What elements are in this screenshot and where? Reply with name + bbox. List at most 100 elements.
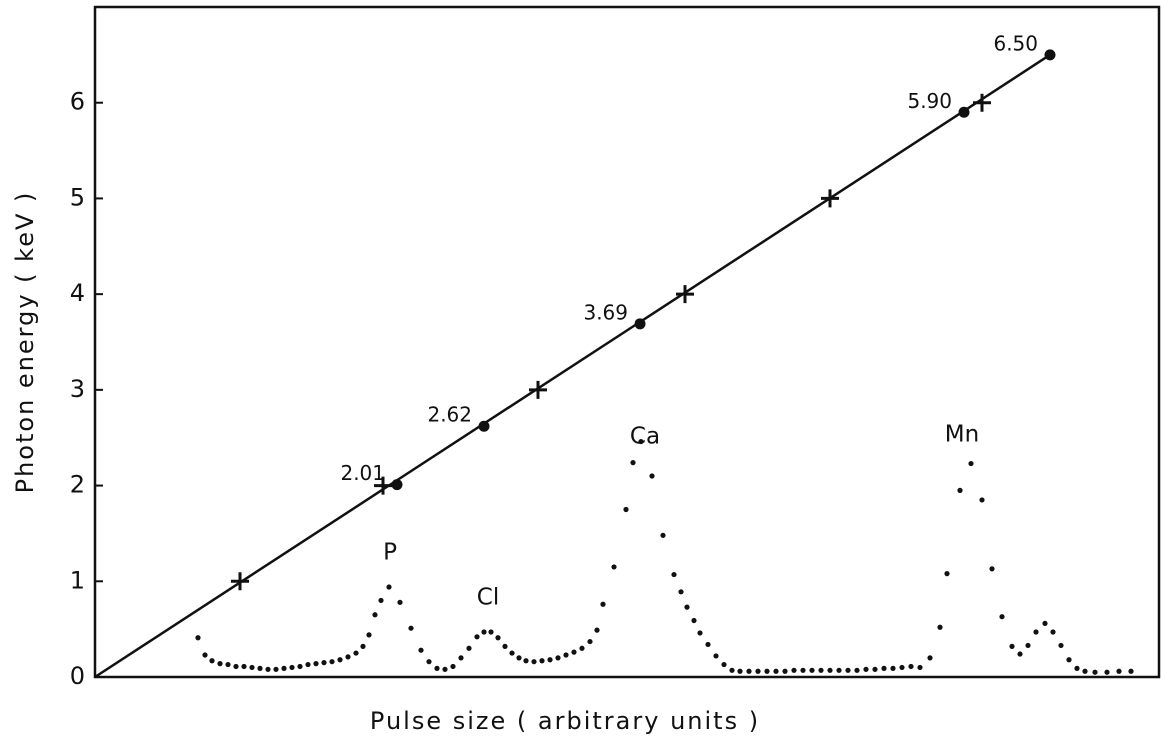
spectrum-point [957,487,963,493]
spectrum-point [968,460,974,467]
spectrum-point [337,657,343,663]
calibration-cross [821,189,839,208]
calibration-cross [231,572,249,591]
spectrum-point [678,589,684,595]
point-label: 3.69 [583,300,628,324]
calibration-point [1044,49,1056,61]
spectrum-point [937,624,943,630]
spectrum-point [611,564,617,570]
spectrum-point [791,667,797,673]
peak-label: Mn [945,422,979,448]
spectrum-point [917,664,923,671]
calibration-point [478,420,490,432]
spectrum-point [729,667,735,673]
spectrum-point [397,599,403,605]
point-label: 6.50 [993,31,1038,55]
spectrum-point [329,659,335,665]
spectrum-point [713,653,719,659]
spectrum-point [313,661,319,667]
spectrum-point [697,630,703,636]
point-label: 5.90 [907,89,952,113]
spectrum-point [289,664,295,671]
spectrum-point [927,655,933,661]
spectrum-point [474,634,480,640]
spectrum-point [555,655,561,661]
spectrum-point [782,668,788,674]
spectrum-point [600,601,606,607]
spectrum-point [1033,629,1039,635]
spectrum-point [854,667,860,673]
plot-frame [93,5,1161,679]
spectrum-point [1058,642,1064,649]
spectrum-point [458,655,464,661]
spectrum-point [989,566,995,572]
spectrum-point [366,632,372,638]
spectrum-point [638,438,644,445]
spectrum-point [1074,665,1080,671]
spectrum-point [1025,642,1031,649]
spectrum-point [1116,668,1122,674]
spectrum-point [418,647,424,653]
peak-label: P [383,540,397,566]
spectrum-point [297,663,303,670]
spectrum-point [890,665,896,671]
spectrum-point [684,604,690,610]
spectrum-point [671,571,677,578]
spectrum-point [827,667,833,673]
spectrum-point [705,641,711,648]
spectrum-point [979,497,985,503]
spectrum-point [587,638,593,645]
spectrum-point [1017,651,1023,657]
y-axis-label: Photon energy ( keV ) [11,191,39,494]
spectrum-point [863,666,869,672]
spectrum-point [660,532,666,538]
spectrum-point [509,650,515,656]
spectrum-point [378,597,384,604]
spectrum-point [241,663,247,670]
spectrum-point [434,665,440,671]
y-tick-label: 6 [70,88,85,116]
spectrum-point [571,649,577,655]
spectrum-point [257,665,263,671]
calibration-point [634,318,646,330]
spectrum-point [1082,668,1088,674]
point-label: 2.01 [340,461,385,485]
spectrum-point [495,635,501,641]
spectrum-point [691,617,697,624]
y-tick-label: 4 [70,279,85,307]
spectrum-point [764,668,770,674]
spectrum-point [594,627,600,633]
spectrum-point [209,658,215,664]
spectrum-point [265,666,271,672]
spectrum-point [249,664,255,671]
spectrum-point [563,652,569,658]
calibration-cross [973,93,991,112]
spectrum-point [773,668,779,674]
spectrum-point [386,584,392,590]
spectrum-point [225,661,231,668]
spectrum-point [539,658,545,664]
spectrum-point [1128,668,1134,674]
point-label: 2.62 [427,403,472,427]
spectrum-point [944,571,950,577]
spectrum-point [321,660,327,666]
spectrum-point [217,661,223,667]
spectrum-point [481,629,487,635]
spectrum-point [442,666,448,672]
spectrum-point [908,663,914,670]
y-tick-label: 2 [70,471,85,499]
spectrum-point [547,657,553,663]
spectrum-point [623,506,629,513]
spectrum-point [881,665,887,671]
spectrum-point [233,663,239,670]
y-tick-label: 5 [70,183,85,211]
spectrum-point [755,668,761,674]
spectrum-point [372,612,378,618]
spectrum-point [466,645,472,651]
calibration-cross [676,285,694,304]
spectrum-point [1042,620,1048,627]
spectrum-point [999,614,1005,620]
spectrum-point [360,643,366,649]
calibration-cross [374,476,392,495]
